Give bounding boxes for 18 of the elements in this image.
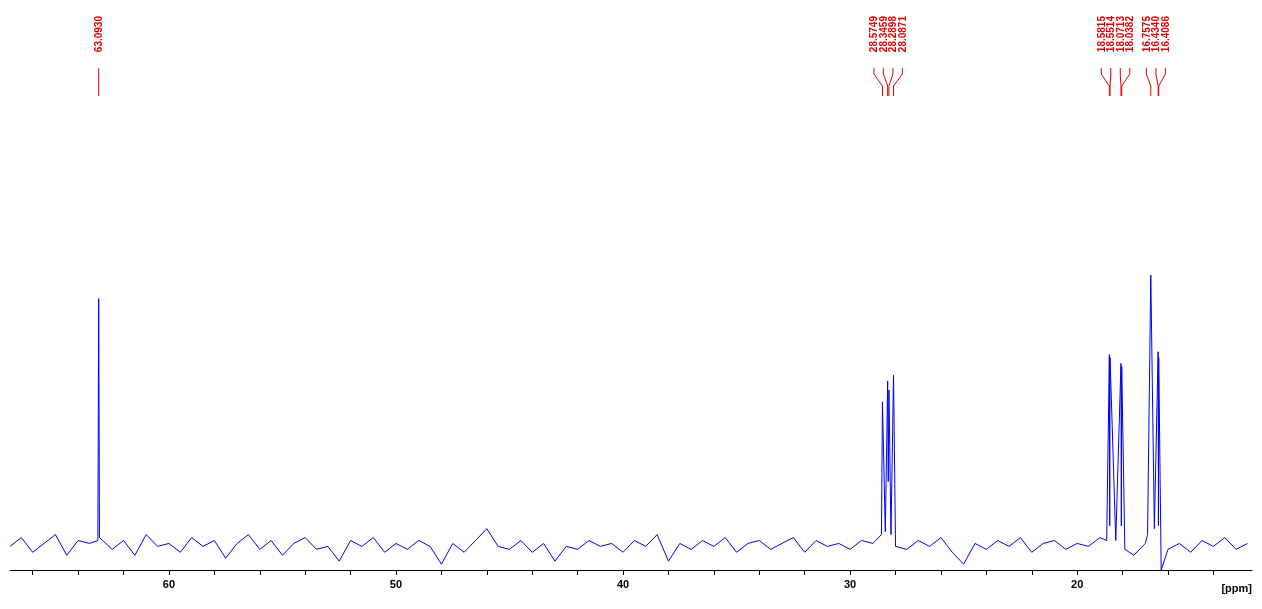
text: 16.7575	[1140, 15, 1152, 53]
text: 16.4340	[1150, 15, 1162, 53]
text: 18.0713	[1114, 15, 1126, 53]
x-axis-title: [ppm]	[1221, 581, 1253, 594]
text: 16.4086	[1159, 15, 1171, 53]
x-tick-label: 40	[616, 577, 630, 590]
x-tick-label: 50	[389, 577, 403, 590]
text: 28.5749	[868, 15, 880, 53]
text: 28.2898	[887, 15, 899, 53]
text: 28.3459	[877, 15, 889, 53]
text: 18.5514	[1105, 15, 1117, 53]
x-tick-label: 20	[1071, 577, 1084, 590]
x-tick-label: 60	[162, 577, 176, 590]
text: 28.0871	[896, 15, 908, 53]
x-tick-label: 30	[843, 577, 857, 590]
text: 18.0382	[1124, 15, 1136, 53]
text: 18.5815	[1095, 15, 1107, 53]
text: 63.0930	[93, 15, 105, 53]
